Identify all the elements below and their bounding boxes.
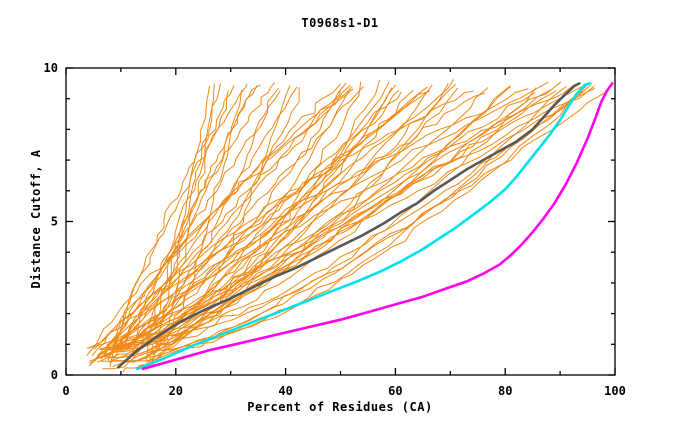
- series-highlight-cyan: [136, 82, 592, 371]
- model-curve: [157, 92, 606, 345]
- model-curve: [86, 88, 354, 356]
- tick-labels-group: 0 20 40 60 80 100 0 5 10: [44, 61, 626, 398]
- model-curve: [112, 81, 362, 367]
- page-title: T0968s1-D1: [301, 16, 379, 30]
- model-curve: [97, 85, 595, 355]
- series-highlight-magenta: [141, 82, 614, 371]
- model-curve: [115, 91, 430, 349]
- model-curve: [111, 89, 342, 355]
- model-curve: [121, 87, 459, 352]
- model-curve: [129, 85, 210, 353]
- model-curve: [86, 88, 595, 349]
- model-curves-group: [86, 79, 606, 373]
- x-tick-label: 100: [604, 384, 626, 398]
- model-curve: [107, 85, 235, 361]
- model-curve: [139, 89, 242, 361]
- x-tick-label: 0: [62, 384, 69, 398]
- model-curve: [152, 83, 588, 365]
- model-curve: [99, 79, 454, 350]
- axes-group: [65, 67, 616, 376]
- x-tick-label: 80: [498, 384, 512, 398]
- x-tick-label: 40: [278, 384, 292, 398]
- model-curve: [124, 88, 279, 351]
- model-curve: [91, 90, 281, 357]
- model-curve: [107, 83, 576, 357]
- model-curve: [88, 90, 430, 349]
- model-curve: [104, 83, 341, 358]
- highlight-curves-group: [116, 82, 614, 371]
- y-tick-label: 10: [44, 61, 58, 75]
- model-curve: [104, 88, 351, 358]
- model-curve: [131, 82, 276, 356]
- x-tick-label: 20: [169, 384, 183, 398]
- model-curve: [115, 86, 353, 353]
- model-curve: [139, 85, 291, 355]
- model-curve: [149, 90, 583, 353]
- series-highlight-gray: [116, 82, 581, 369]
- model-curve: [154, 92, 486, 348]
- model-curve: [100, 86, 567, 362]
- model-curve: [118, 90, 229, 345]
- y-tick-label: 5: [51, 215, 58, 229]
- x-axis-label: Percent of Residues (CA): [247, 400, 433, 414]
- y-tick-label: 0: [51, 368, 58, 382]
- x-tick-label: 60: [388, 384, 402, 398]
- model-curve: [114, 85, 351, 353]
- model-curve: [93, 88, 529, 350]
- model-curve: [151, 83, 221, 363]
- model-curve: [103, 82, 347, 349]
- model-curve: [99, 81, 390, 351]
- model-curve: [146, 84, 261, 361]
- model-curve: [146, 90, 556, 363]
- model-curve: [159, 85, 591, 351]
